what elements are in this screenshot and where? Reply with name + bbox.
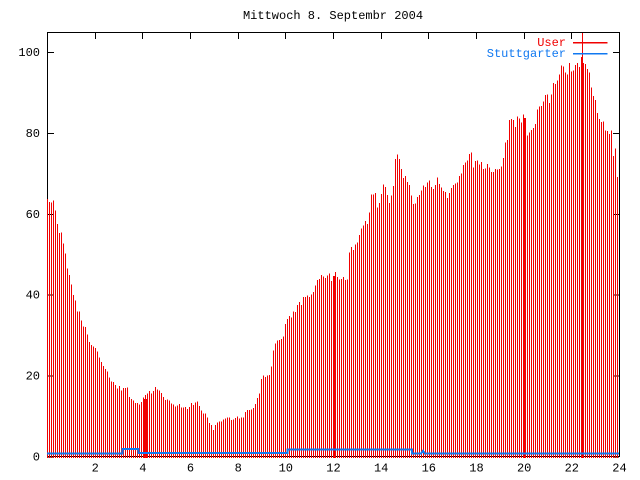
svg-text:Mittwoch 8. Septembr 2004: Mittwoch 8. Septembr 2004 <box>243 9 423 23</box>
svg-text:User: User <box>537 36 566 50</box>
svg-text:100: 100 <box>18 46 40 60</box>
svg-text:40: 40 <box>26 289 40 303</box>
svg-text:4: 4 <box>139 462 146 476</box>
svg-text:16: 16 <box>422 462 436 476</box>
svg-text:0: 0 <box>33 451 40 465</box>
svg-text:8: 8 <box>235 462 242 476</box>
svg-text:6: 6 <box>187 462 194 476</box>
svg-text:22: 22 <box>565 462 579 476</box>
svg-text:14: 14 <box>374 462 388 476</box>
svg-text:80: 80 <box>26 127 40 141</box>
svg-text:10: 10 <box>279 462 293 476</box>
svg-text:20: 20 <box>26 370 40 384</box>
svg-text:60: 60 <box>26 208 40 222</box>
svg-text:Stuttgarter: Stuttgarter <box>487 47 566 61</box>
svg-text:20: 20 <box>517 462 531 476</box>
svg-text:2: 2 <box>92 462 99 476</box>
svg-text:24: 24 <box>612 462 626 476</box>
svg-text:12: 12 <box>326 462 340 476</box>
svg-text:18: 18 <box>469 462 483 476</box>
